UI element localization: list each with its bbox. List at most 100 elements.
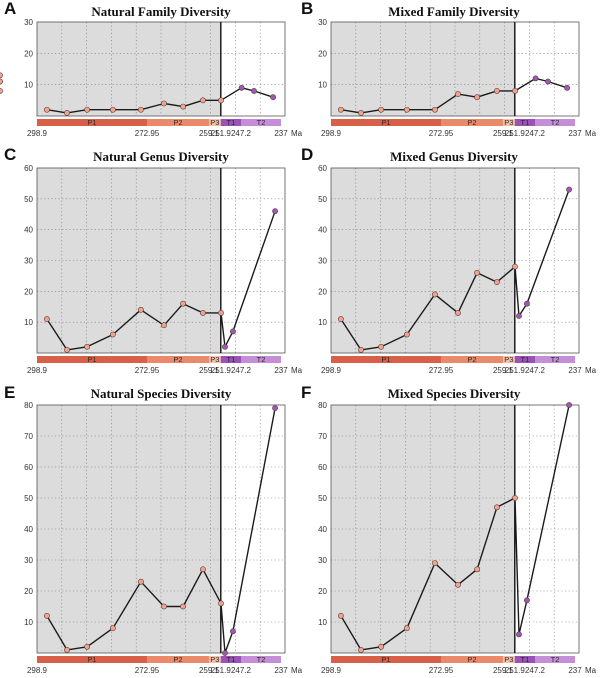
stage-p3 bbox=[502, 119, 515, 126]
data-point bbox=[494, 279, 500, 285]
stage-t1 bbox=[220, 119, 242, 126]
y-tick-label: 20 bbox=[24, 587, 33, 596]
data-point bbox=[524, 300, 530, 307]
panel-letter: C bbox=[4, 145, 16, 164]
data-point bbox=[84, 343, 90, 350]
data-point bbox=[161, 100, 167, 107]
stage-p2 bbox=[440, 356, 503, 363]
y-tick-label: 50 bbox=[318, 494, 327, 503]
data-point bbox=[272, 405, 278, 411]
stage-p3 bbox=[502, 656, 515, 663]
x-tick-label: 259.1 bbox=[493, 366, 514, 375]
data-point bbox=[455, 581, 461, 588]
x-unit-label: Ma bbox=[291, 366, 303, 375]
x-tick-label: 237 bbox=[274, 666, 288, 675]
stage-label: P2 bbox=[173, 355, 182, 364]
data-point bbox=[432, 291, 438, 298]
panel-title: Mixed Species Diversity bbox=[388, 386, 521, 401]
stage-t1 bbox=[220, 656, 242, 663]
x-tick-label: 259.1 bbox=[493, 129, 514, 138]
data-point bbox=[222, 343, 228, 350]
data-point bbox=[238, 84, 245, 91]
stage-t1 bbox=[514, 119, 536, 126]
y-tick-label: 30 bbox=[24, 556, 33, 565]
x-tick-label: 272.95 bbox=[429, 366, 454, 375]
data-point bbox=[455, 310, 461, 316]
data-point bbox=[378, 643, 384, 650]
permian-shade bbox=[331, 168, 515, 353]
data-point bbox=[218, 600, 224, 607]
stage-label: T2 bbox=[257, 355, 266, 364]
stage-label: P1 bbox=[87, 355, 96, 364]
x-tick-label: 259.1 bbox=[199, 366, 220, 375]
y-tick-label: 40 bbox=[24, 525, 33, 534]
stage-label: T2 bbox=[551, 118, 560, 127]
stage-p1 bbox=[37, 656, 147, 663]
panel-title: Mixed Family Diversity bbox=[388, 4, 520, 19]
y-tick-label: 60 bbox=[24, 164, 33, 173]
panel-e: E Natural Species Diversity 10 20 30 40 50 60 70… bbox=[4, 383, 303, 675]
data-point bbox=[512, 263, 518, 270]
y-tick-label: 50 bbox=[24, 494, 33, 503]
data-point bbox=[494, 88, 500, 94]
series-line bbox=[46, 407, 276, 654]
stage-label: P3 bbox=[504, 655, 513, 664]
x-tick-label: 237 bbox=[568, 666, 582, 675]
data-point bbox=[138, 578, 144, 585]
stage-t1 bbox=[514, 356, 536, 363]
data-point bbox=[180, 103, 186, 110]
stage-t2 bbox=[241, 656, 282, 663]
panel-c: C Natural Genus Diversity 10 20 30 40 50 60 P1 P2… bbox=[4, 145, 303, 375]
y-tick-label: 60 bbox=[318, 164, 327, 173]
permian-shade bbox=[331, 405, 515, 653]
x-tick-label: 298.9 bbox=[27, 366, 48, 375]
permian-shade bbox=[37, 168, 221, 353]
plot-frame bbox=[36, 404, 286, 654]
data-point bbox=[378, 343, 384, 350]
triassic-area bbox=[514, 22, 579, 116]
y-tick-label: 70 bbox=[318, 432, 327, 441]
stage-p1 bbox=[331, 356, 441, 363]
stage-label: T1 bbox=[521, 655, 530, 664]
x-tick-label: 247.2 bbox=[231, 129, 252, 138]
data-point bbox=[403, 106, 410, 113]
data-point bbox=[338, 316, 344, 322]
data-point bbox=[512, 495, 518, 501]
y-tick-label: 20 bbox=[24, 49, 33, 58]
y-tick-label: 20 bbox=[24, 287, 33, 296]
data-point bbox=[138, 306, 144, 313]
x-tick-label: 237 bbox=[274, 129, 288, 138]
stage-t1 bbox=[220, 356, 242, 363]
data-point bbox=[138, 106, 144, 113]
x-tick-label: 247.2 bbox=[525, 366, 546, 375]
data-point bbox=[251, 88, 257, 94]
data-point bbox=[270, 94, 276, 101]
y-tick-label: 20 bbox=[318, 287, 327, 296]
data-point bbox=[222, 650, 228, 656]
x-tick-label: 251.9 bbox=[211, 666, 232, 675]
data-point bbox=[545, 78, 551, 85]
x-unit-label: Ma bbox=[585, 666, 597, 675]
stage-label: P1 bbox=[87, 655, 96, 664]
data-point bbox=[109, 106, 116, 113]
data-point bbox=[200, 566, 206, 573]
x-tick-label: 259.1 bbox=[199, 129, 220, 138]
x-unit-label: Ma bbox=[291, 129, 303, 138]
data-point bbox=[358, 647, 364, 653]
y-tick-label: 40 bbox=[318, 226, 327, 235]
y-tick-label: 60 bbox=[24, 463, 33, 472]
panel-f: F Mixed Species Diversity 10 20 30 40 50 60 70 80… bbox=[301, 383, 597, 675]
y-tick-label: 80 bbox=[318, 401, 327, 410]
y-tick-label: 30 bbox=[24, 18, 33, 27]
panel-a: A Natural Family Diversity 10 20 30 P1 P2 P3 T1 T… bbox=[0, 0, 303, 138]
data-point bbox=[516, 313, 522, 319]
x-tick-label: 251.9 bbox=[505, 366, 526, 375]
stage-label: T1 bbox=[227, 355, 236, 364]
data-point bbox=[474, 269, 480, 276]
data-point bbox=[494, 504, 500, 511]
stage-p3 bbox=[502, 356, 515, 363]
x-tick-label: 247.2 bbox=[231, 666, 252, 675]
data-point bbox=[218, 310, 224, 316]
stage-label: P3 bbox=[504, 355, 513, 364]
